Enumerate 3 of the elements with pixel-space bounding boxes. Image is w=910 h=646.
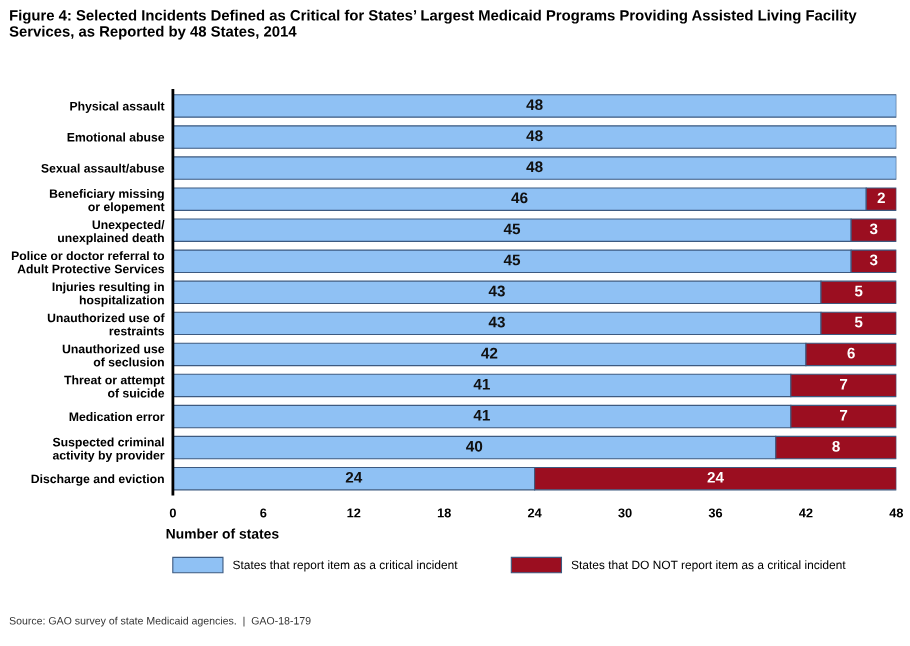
bar (172, 156, 897, 180)
bar (172, 94, 897, 118)
bar (172, 125, 897, 149)
